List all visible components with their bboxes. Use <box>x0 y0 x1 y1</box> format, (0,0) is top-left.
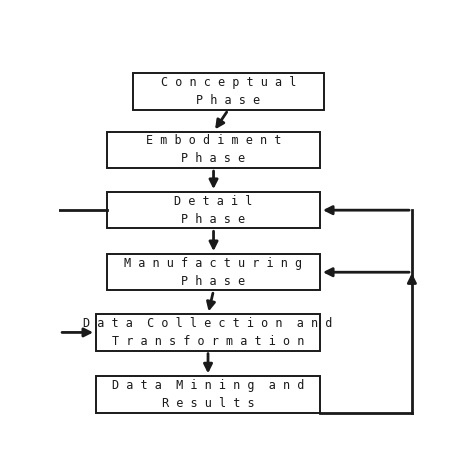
FancyBboxPatch shape <box>107 132 320 168</box>
FancyBboxPatch shape <box>133 73 324 110</box>
FancyBboxPatch shape <box>96 376 320 413</box>
Text: D a t a  M i n i n g  a n d
R e s u l t s: D a t a M i n i n g a n d R e s u l t s <box>112 379 304 410</box>
FancyBboxPatch shape <box>107 254 320 291</box>
Text: D e t a i l
P h a s e: D e t a i l P h a s e <box>174 195 253 226</box>
Text: E m b o d i m e n t
P h a s e: E m b o d i m e n t P h a s e <box>146 135 281 165</box>
Text: M a n u f a c t u r i n g
P h a s e: M a n u f a c t u r i n g P h a s e <box>125 257 302 288</box>
Text: D a t a  C o l l e c t i o n  a n d
T r a n s f o r m a t i o n: D a t a C o l l e c t i o n a n d T r a … <box>83 317 333 348</box>
FancyBboxPatch shape <box>96 314 320 351</box>
Text: C o n c e p t u a l
P h a s e: C o n c e p t u a l P h a s e <box>161 76 296 107</box>
FancyBboxPatch shape <box>107 192 320 228</box>
